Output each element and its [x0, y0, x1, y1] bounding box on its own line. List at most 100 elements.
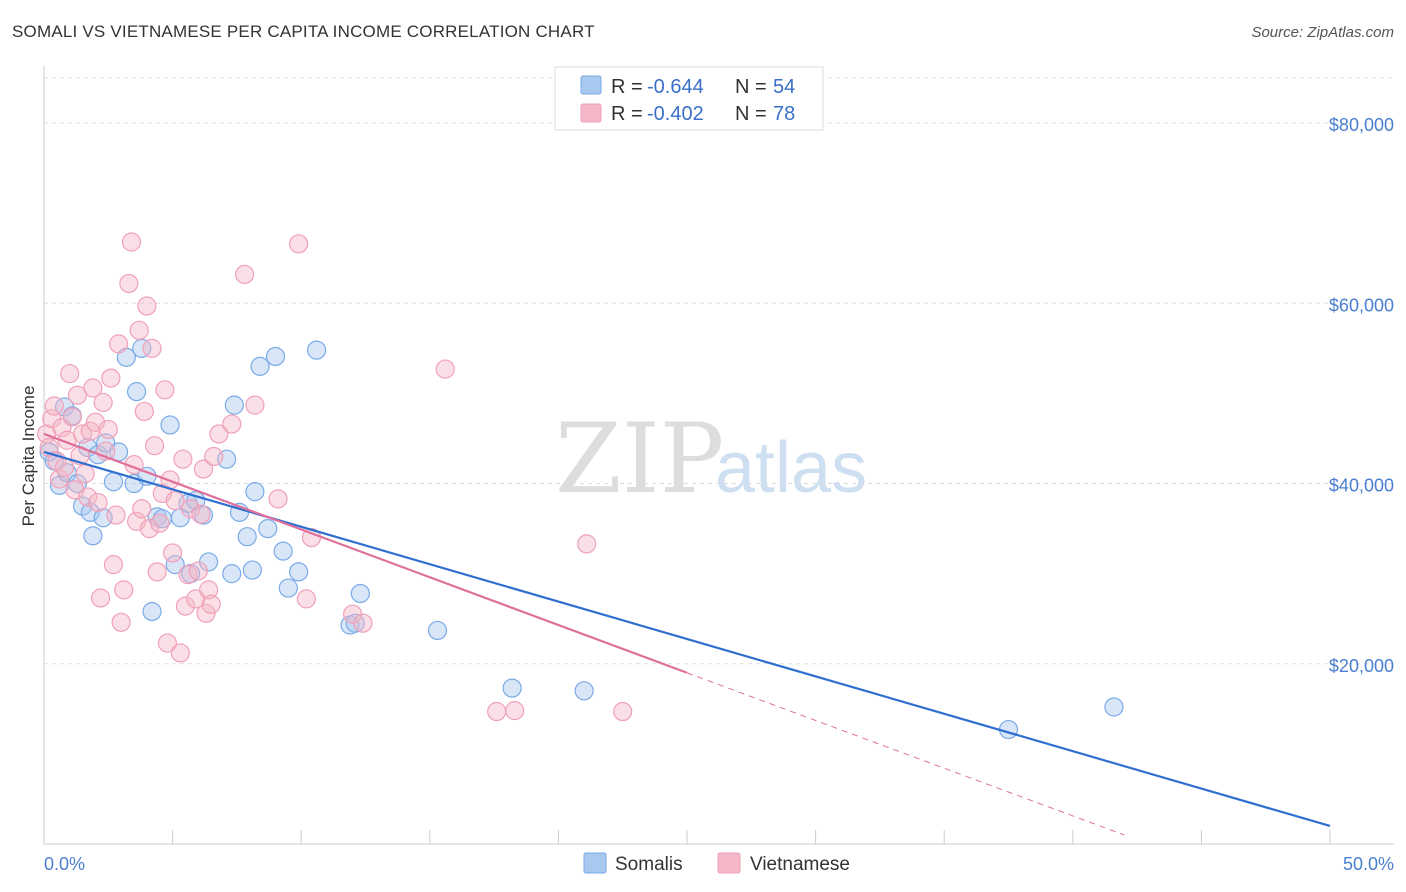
point-vietnamese: [142, 338, 162, 358]
point-vietnamese: [155, 380, 175, 400]
point-vietnamese: [44, 396, 64, 416]
legend-r-label-somalis: R =: [611, 76, 643, 98]
legend-n-label-somalis: N =: [735, 76, 767, 98]
point-vietnamese: [98, 419, 118, 440]
y-tick-label: $80,000: [1329, 115, 1394, 135]
point-vietnamese: [487, 701, 507, 722]
point-vietnamese: [93, 392, 113, 413]
point-somalis: [142, 601, 162, 622]
point-vietnamese: [175, 596, 196, 616]
point-vietnamese: [83, 378, 103, 398]
legend-n-value-vietnamese: 78: [773, 103, 795, 125]
point-vietnamese: [106, 505, 126, 525]
point-vietnamese: [72, 424, 93, 444]
chart-title: SOMALI VS VIETNAMESE PER CAPITA INCOME C…: [12, 22, 595, 41]
point-vietnamese: [129, 320, 149, 340]
bottom-legend-swatch-somalis: [583, 852, 607, 874]
point-vietnamese: [268, 489, 288, 509]
point-somalis: [427, 620, 448, 641]
point-somalis: [103, 472, 124, 492]
data-points: [36, 232, 1124, 740]
y-tick-labels: $20,000 $40,000 $60,000 $80,000: [1329, 115, 1394, 676]
x-tick-label-min: 0.0%: [44, 854, 85, 874]
point-somalis: [350, 583, 370, 604]
legend-r-label-vietnamese: R =: [611, 103, 643, 125]
point-vietnamese: [119, 273, 139, 294]
point-vietnamese: [199, 580, 219, 600]
legend-n-label-vietnamese: N =: [735, 103, 767, 125]
watermark-atlas: atlas: [715, 428, 867, 508]
point-somalis: [574, 681, 594, 701]
point-vietnamese: [577, 534, 597, 554]
y-axis-label: Per Capita Income: [19, 386, 38, 527]
point-vietnamese: [191, 504, 211, 524]
y-tick-label: $20,000: [1329, 656, 1394, 676]
point-somalis: [222, 564, 242, 584]
point-vietnamese: [137, 296, 157, 316]
point-vietnamese: [196, 603, 216, 623]
point-somalis: [1104, 697, 1124, 717]
point-vietnamese: [111, 612, 131, 632]
trend-lines: [43, 432, 1331, 836]
point-vietnamese: [435, 359, 455, 379]
point-somalis: [289, 562, 309, 582]
point-vietnamese: [178, 564, 198, 585]
watermark-zip: ZIP: [555, 403, 724, 515]
point-vietnamese: [222, 414, 242, 434]
trend-line-vietnamese: [43, 432, 688, 674]
point-vietnamese: [144, 436, 165, 456]
source-label: Source: ZipAtlas.com: [1251, 24, 1394, 41]
legend-r-value-somalis: -0.644: [647, 76, 704, 98]
point-vietnamese: [147, 562, 167, 582]
point-somalis: [273, 541, 293, 561]
point-somalis: [165, 555, 185, 575]
point-vietnamese: [188, 561, 208, 581]
point-somalis: [72, 496, 93, 516]
legend-n-value-somalis: 54: [773, 76, 795, 98]
point-vietnamese: [134, 401, 154, 422]
point-vietnamese: [613, 701, 633, 722]
point-vietnamese: [201, 594, 221, 614]
point-somalis: [502, 678, 522, 698]
x-tick-label-max: 50.0%: [1343, 854, 1394, 874]
x-tick-labels: 0.0% 50.0%: [44, 854, 1394, 874]
point-vietnamese: [163, 543, 183, 563]
point-vietnamese: [296, 589, 316, 609]
point-vietnamese: [150, 513, 170, 533]
point-vietnamese: [132, 499, 152, 519]
legend-r-value-vietnamese: -0.402: [647, 103, 704, 125]
point-vietnamese: [54, 457, 75, 477]
point-vietnamese: [193, 459, 214, 479]
legend-bottom: Somalis Vietnamese: [583, 852, 850, 875]
point-vietnamese: [103, 555, 124, 575]
point-somalis: [250, 356, 270, 376]
point-somalis: [245, 482, 265, 502]
point-somalis: [126, 382, 147, 402]
point-somalis: [265, 346, 286, 367]
point-vietnamese: [235, 264, 255, 285]
point-vietnamese: [67, 385, 88, 405]
point-vietnamese: [88, 492, 108, 513]
point-somalis: [160, 415, 180, 435]
bottom-legend-swatch-vietnamese: [717, 852, 741, 874]
legend-swatch-somalis: [580, 75, 602, 95]
point-vietnamese: [173, 449, 193, 469]
point-vietnamese: [157, 633, 178, 653]
point-vietnamese: [181, 499, 201, 519]
point-vietnamese: [90, 588, 111, 608]
point-vietnamese: [204, 446, 224, 467]
legend-top: R = -0.644 N = 54 R = -0.402 N = 78: [554, 66, 824, 131]
point-vietnamese: [108, 334, 129, 354]
y-tick-label: $40,000: [1329, 476, 1394, 496]
point-vietnamese: [165, 491, 185, 511]
point-vietnamese: [139, 518, 160, 539]
point-vietnamese: [62, 407, 82, 427]
point-vietnamese: [289, 234, 309, 254]
bottom-legend-label-somalis: Somalis: [615, 854, 683, 875]
y-tick-label: $60,000: [1329, 295, 1394, 315]
point-vietnamese: [78, 487, 98, 507]
point-vietnamese: [49, 469, 70, 489]
point-somalis: [83, 526, 103, 546]
point-vietnamese: [170, 643, 190, 663]
